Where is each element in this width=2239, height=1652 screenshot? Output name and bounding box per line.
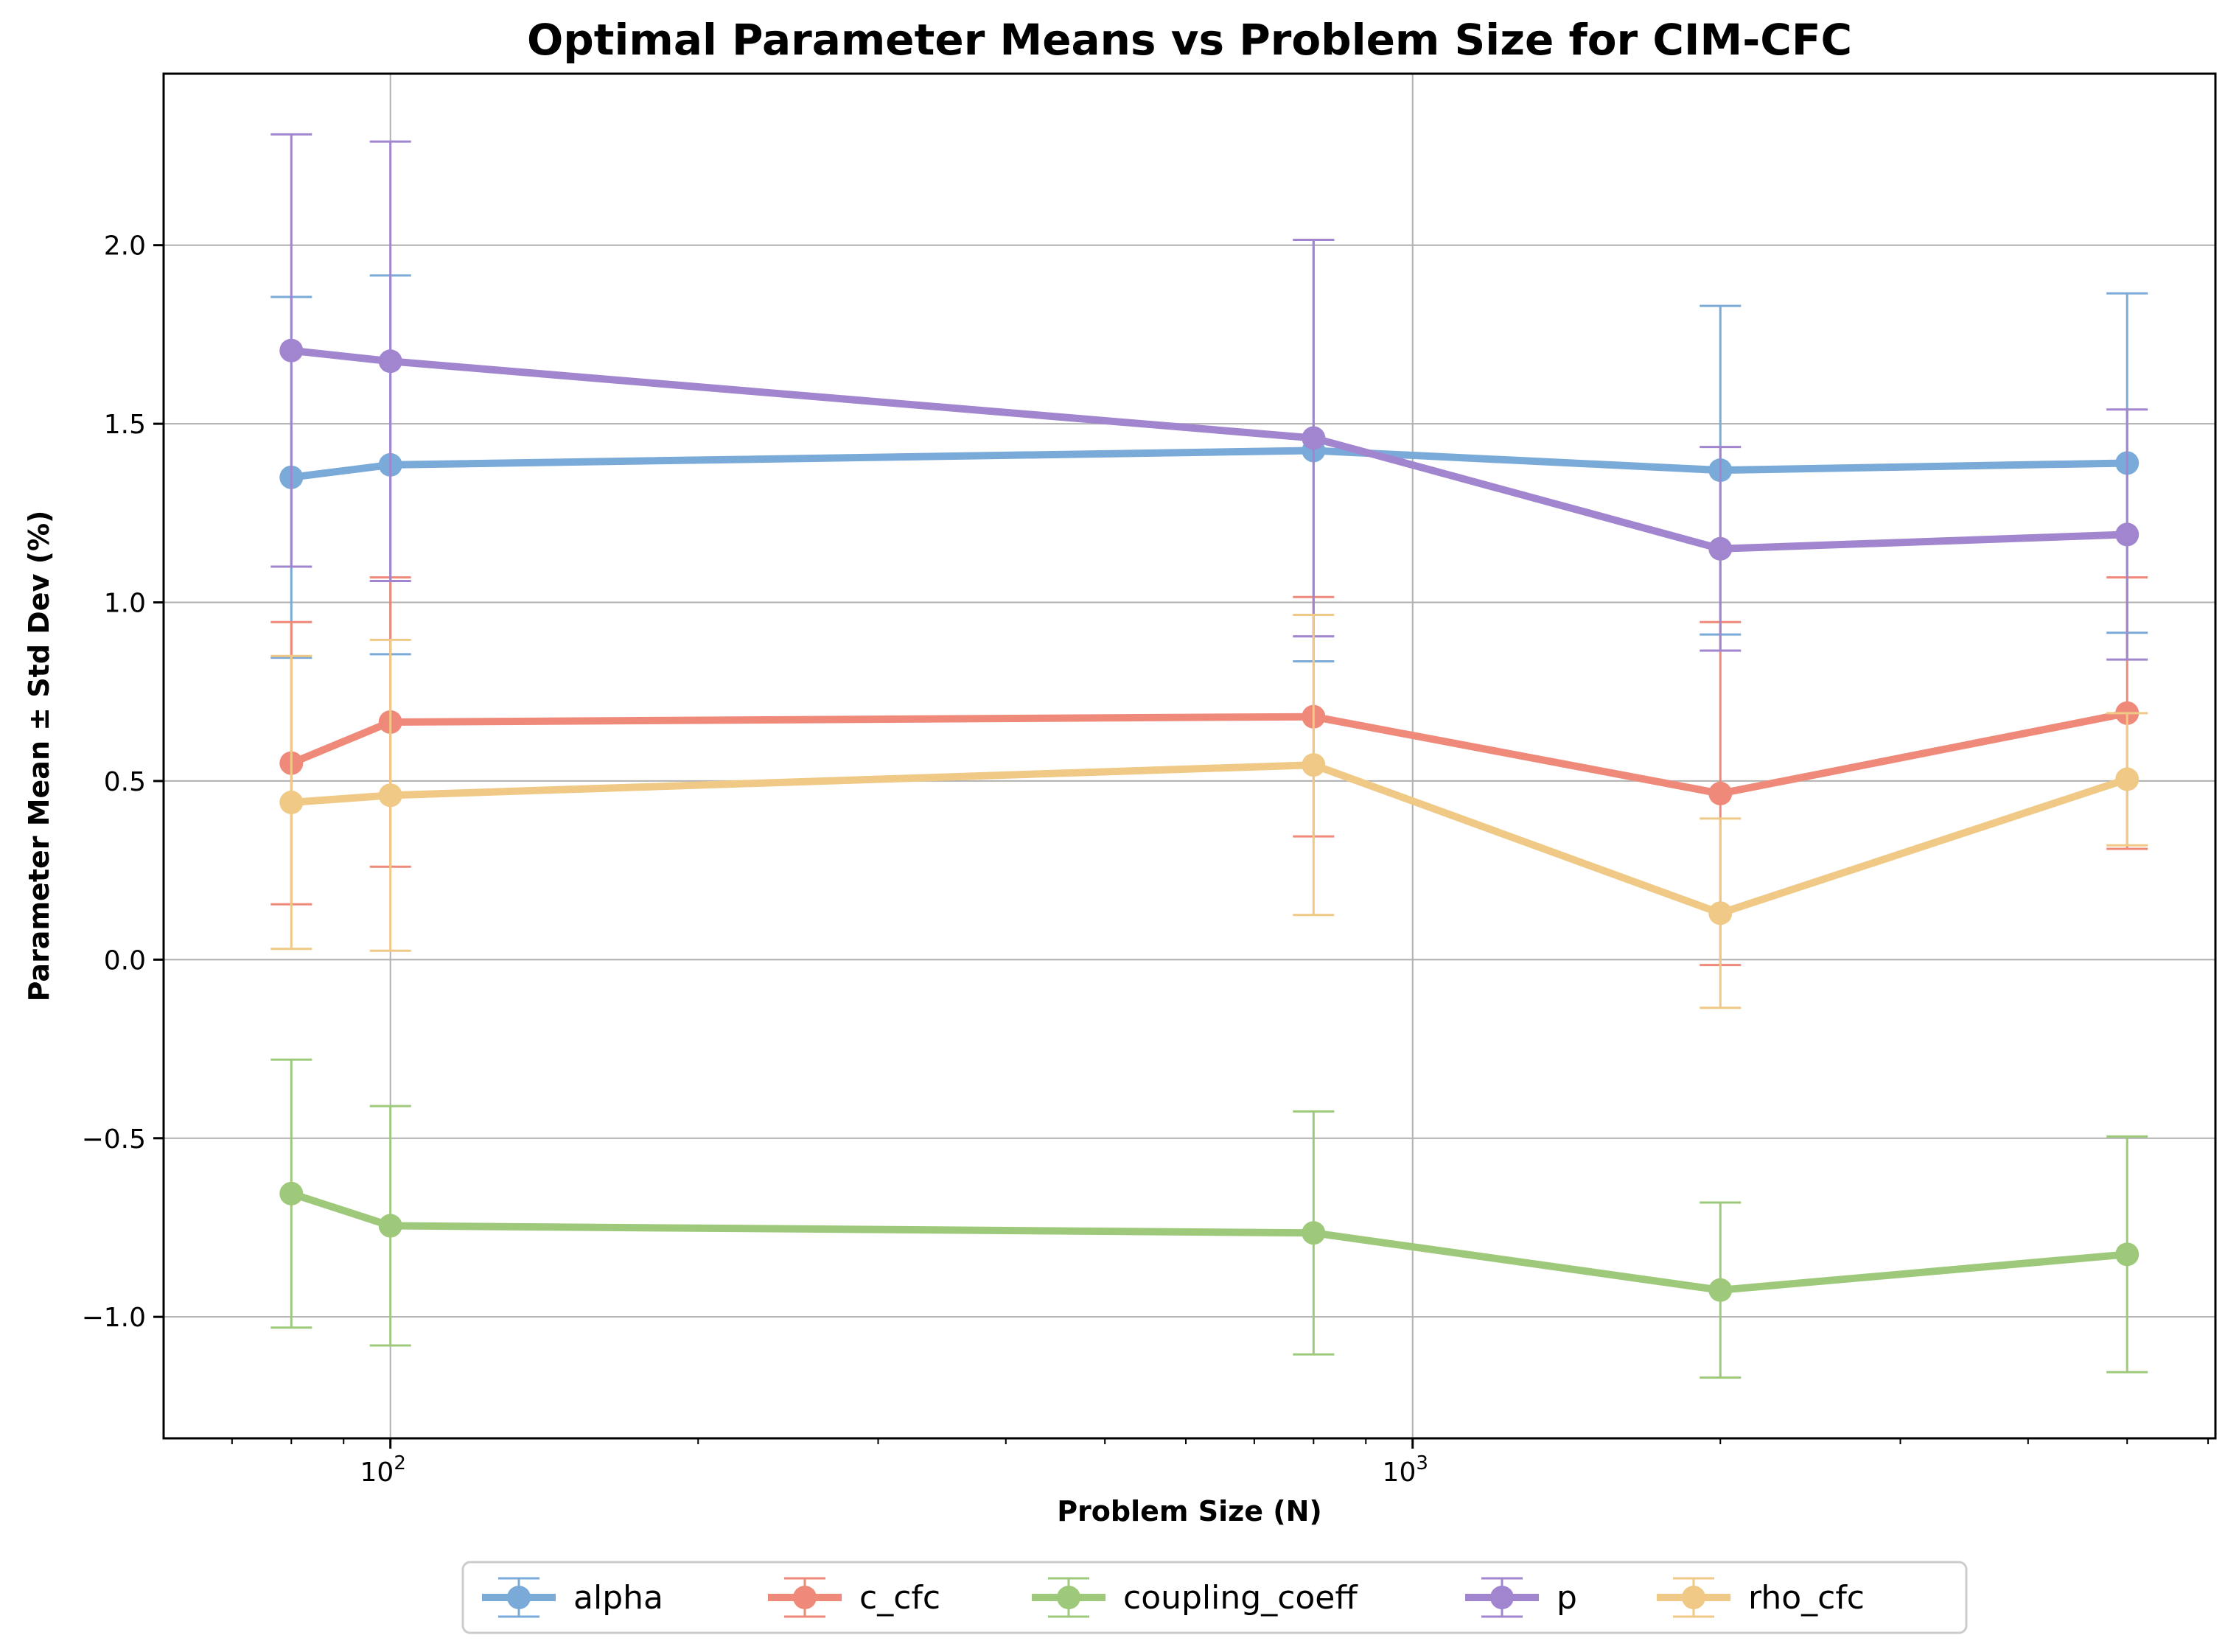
y-tick-label: 0.5 <box>104 767 146 797</box>
y-tick-label: −1.0 <box>82 1303 146 1333</box>
series-rho_cfc <box>270 613 2148 1009</box>
point-coupling_coeff <box>279 1181 304 1205</box>
y-tick-label: 1.0 <box>104 589 146 619</box>
legend: alpha c_cfc coupling_coeff p rho_cfc <box>461 1561 1968 1634</box>
point-coupling_coeff <box>378 1214 402 1238</box>
legend-marker-coupling_coeff <box>1057 1586 1080 1609</box>
y-tick-label: 0.0 <box>104 945 146 976</box>
line-alpha <box>287 447 2131 481</box>
line-coupling_coeff <box>287 1189 2131 1294</box>
legend-box <box>461 1561 1968 1634</box>
legend-marker-alpha <box>507 1586 531 1609</box>
point-coupling_coeff <box>1302 1221 1326 1245</box>
point-c_cfc <box>1708 781 1733 805</box>
point-coupling_coeff <box>2115 1242 2140 1267</box>
series-coupling_coeff <box>270 1058 2148 1379</box>
point-p <box>1708 536 1733 561</box>
x-tick-label: 103 <box>1383 1452 1428 1488</box>
point-coupling_coeff <box>1708 1278 1733 1302</box>
x-axis-label: Problem Size (N) <box>1057 1495 1322 1527</box>
point-rho_cfc <box>1708 901 1733 925</box>
point-rho_cfc <box>279 791 304 815</box>
y-tick-label: 1.5 <box>104 410 146 440</box>
series-layer <box>270 133 2148 1379</box>
legend-label-p: p <box>1557 1579 1577 1617</box>
series-p <box>270 133 2148 661</box>
point-p <box>2115 522 2140 547</box>
point-p <box>378 349 402 374</box>
point-p <box>279 338 304 363</box>
grid-layer <box>164 74 2215 1438</box>
point-rho_cfc <box>378 783 402 808</box>
x-tick-label: 102 <box>360 1452 406 1488</box>
point-rho_cfc <box>1302 753 1326 777</box>
y-tick-label: −0.5 <box>82 1124 146 1155</box>
legend-marker-rho_cfc <box>1682 1586 1705 1609</box>
point-p <box>1302 426 1326 450</box>
legend-marker-c_cfc <box>793 1586 817 1609</box>
line-rho_cfc <box>287 761 2131 917</box>
y-tick-label: 2.0 <box>104 231 146 262</box>
ticks-layer: −1.0 −0.5 0.0 0.5 1.0 1.5 2.0 102 103 <box>82 231 2210 1488</box>
chart-title: Optimal Parameter Means vs Problem Size … <box>527 15 1852 65</box>
series-alpha <box>270 238 2148 663</box>
legend-label-c_cfc: c_cfc <box>859 1579 940 1617</box>
point-rho_cfc <box>2115 767 2140 791</box>
plot-frame <box>162 72 2217 1440</box>
legend-marker-p <box>1490 1586 1514 1609</box>
legend-label-alpha: alpha <box>573 1579 663 1617</box>
legend-label-coupling_coeff: coupling_coeff <box>1123 1579 1358 1617</box>
y-axis-label: Parameter Mean ± Std Dev (%) <box>23 511 55 1002</box>
legend-label-rho_cfc: rho_cfc <box>1748 1579 1865 1617</box>
